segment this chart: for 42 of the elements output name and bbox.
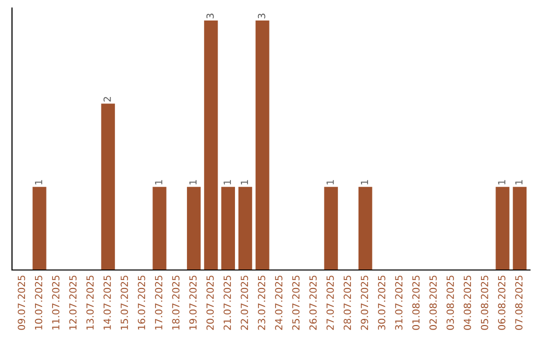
x-tick-label: 10.07.2025 <box>34 276 42 330</box>
x-tick-label: 19.07.2025 <box>189 276 197 330</box>
data-label: 3 <box>258 14 266 18</box>
x-tick-label: 27.07.2025 <box>326 276 334 330</box>
x-tick-label: 11.07.2025 <box>52 276 60 330</box>
data-label: 1 <box>240 180 248 184</box>
x-tick-label: 13.07.2025 <box>86 276 94 330</box>
x-tick-label: 12.07.2025 <box>69 276 77 330</box>
x-tick-label: 29.07.2025 <box>360 276 368 330</box>
x-tick-label: 25.07.2025 <box>292 276 300 330</box>
x-tick-label: 03.08.2025 <box>446 276 454 330</box>
x-tick-label: 16.07.2025 <box>138 276 146 330</box>
x-tick-label: 31.07.2025 <box>395 276 402 330</box>
x-tick-label: 15.07.2025 <box>120 276 128 330</box>
x-tick-label: 09.07.2025 <box>18 276 26 330</box>
data-label: 1 <box>360 180 368 184</box>
data-label: 1 <box>498 180 506 184</box>
data-label: 1 <box>224 180 231 184</box>
x-tick-label: 21.07.2025 <box>224 276 231 330</box>
x-tick-label: 01.08.2025 <box>412 276 420 330</box>
x-tick-label: 28.07.2025 <box>344 276 352 330</box>
x-tick-label: 07.08.2025 <box>515 276 523 330</box>
data-label: 1 <box>189 180 196 184</box>
x-tick-label: 18.07.2025 <box>172 276 180 330</box>
data-label: 1 <box>35 180 42 184</box>
data-label: 3 <box>206 14 214 18</box>
x-tick-label: 30.07.2025 <box>378 276 386 330</box>
data-label: 1 <box>326 180 334 184</box>
x-tick-label: 05.08.2025 <box>480 276 488 330</box>
data-label: 2 <box>104 97 111 102</box>
data-label: 1 <box>155 180 162 184</box>
data-label: 1 <box>515 180 522 184</box>
x-tick-label: 14.07.2025 <box>104 276 111 330</box>
x-tick-label: 02.08.2025 <box>429 276 437 330</box>
x-tick-label: 04.08.2025 <box>464 276 472 330</box>
x-tick-label: 23.07.2025 <box>258 276 266 330</box>
x-tick-label: 17.07.2025 <box>154 276 162 330</box>
x-tick-label: 06.08.2025 <box>498 276 506 330</box>
x-tick-label: 22.07.2025 <box>240 276 248 330</box>
x-tick-label: 26.07.2025 <box>309 276 317 330</box>
x-tick-label: 24.07.2025 <box>275 276 282 330</box>
x-tick-label: 20.07.2025 <box>206 276 214 330</box>
